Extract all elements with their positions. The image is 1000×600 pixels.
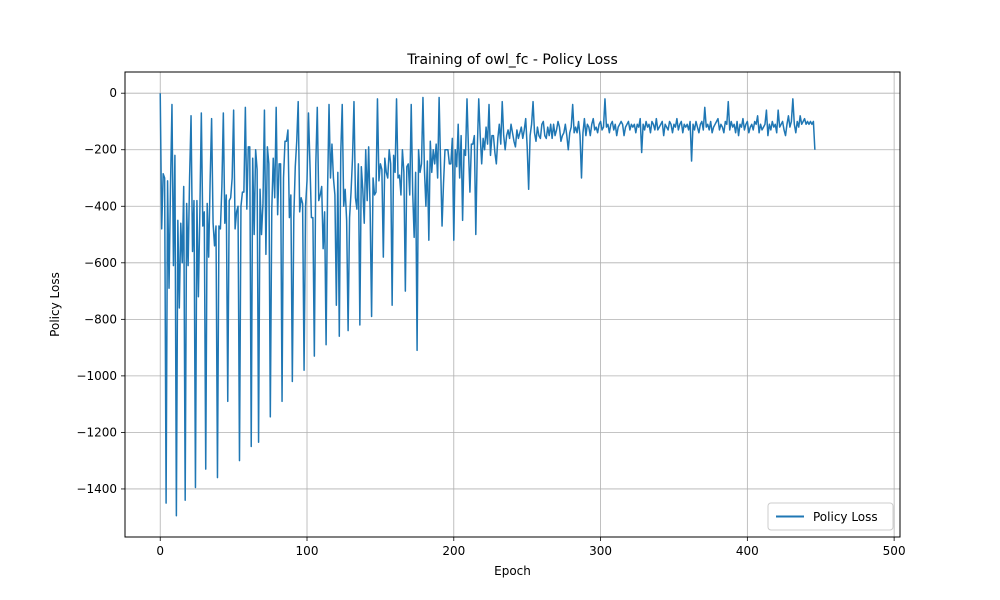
chart-title: Training of owl_fc - Policy Loss [406,52,618,68]
x-tick-label: 0 [156,544,164,558]
y-tick-label: −600 [84,256,117,270]
x-tick-label: 500 [883,544,906,558]
legend: Policy Loss [767,502,894,531]
series-line-policy-loss [159,93,816,517]
x-tick-label: 100 [296,544,319,558]
x-tick-label: 400 [736,544,759,558]
y-tick-label: −200 [84,143,117,157]
y-tick-label: −400 [84,199,117,213]
y-axis-label: Policy Loss [48,272,62,337]
legend-label: Policy Loss [813,510,878,524]
ticks: 0 100 200 300 400 500 0 −200 −400 −600 −800 −1000 −1… [76,86,905,558]
plot-frame [124,71,901,538]
x-tick-label: 200 [442,544,465,558]
x-axis-label: Epoch [494,564,531,578]
y-tick-label: −1000 [76,369,117,383]
y-tick-label: −1400 [76,482,117,496]
legend-box [767,502,894,531]
series-layer [159,93,816,517]
y-tick-label: −800 [84,312,117,326]
y-tick-label: −1200 [76,425,117,439]
y-tick-label: 0 [109,86,117,100]
x-tick-label: 300 [589,544,612,558]
